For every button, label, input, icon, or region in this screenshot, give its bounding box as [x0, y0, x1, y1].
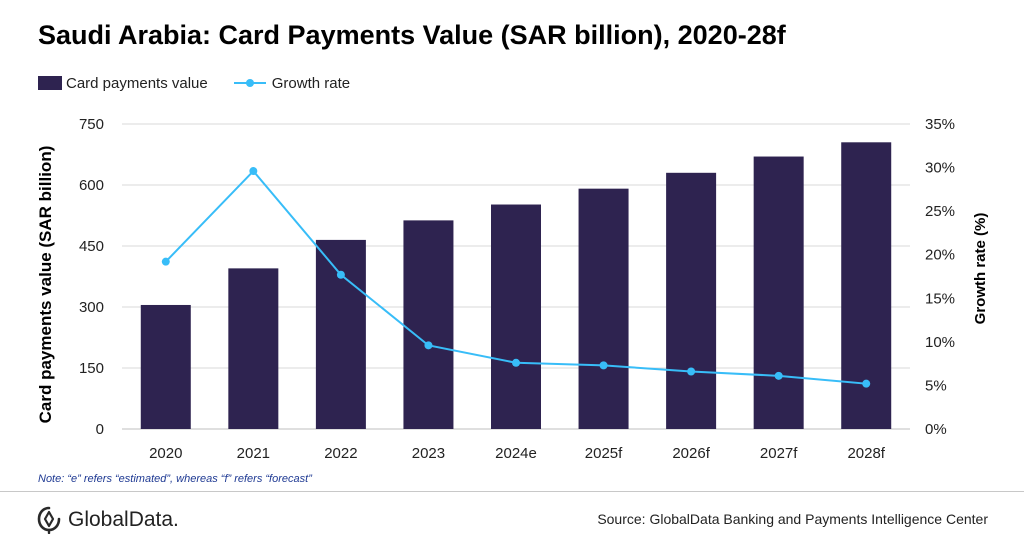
bar	[666, 172, 717, 430]
legend-item-line: Growth rate	[233, 74, 351, 92]
growth-rate-point	[512, 358, 520, 367]
legend-label-bars: Card payments value	[66, 74, 208, 92]
x-tick-label: 2021	[237, 445, 270, 462]
x-tick-label: 2024e	[495, 445, 537, 462]
y2-tick-label: 5%	[925, 377, 947, 394]
growth-rate-point	[687, 367, 696, 376]
y-tick-label: 600	[79, 177, 104, 194]
bar	[140, 304, 191, 429]
logo-text: GlobalData.	[68, 508, 179, 531]
chart-legend: Card payments value Growth rate	[38, 73, 376, 93]
growth-rate-point	[774, 371, 783, 380]
bar	[578, 188, 629, 429]
footnote: Note: “e” refers “estimated”, whereas “f…	[38, 473, 312, 485]
y-tick-label: 150	[79, 360, 104, 377]
bar	[753, 156, 804, 430]
x-tick-label: 2026f	[672, 445, 710, 462]
growth-rate-point	[599, 361, 608, 370]
x-tick-label: 2025f	[585, 445, 623, 462]
y-tick-label: 0	[96, 421, 104, 438]
growth-rate-point	[249, 167, 258, 176]
bar	[491, 204, 541, 429]
legend-item-bars: Card payments value	[38, 75, 208, 92]
growth-rate-point	[336, 270, 345, 279]
growth-rate-point	[161, 257, 170, 266]
y2-tick-label: 15%	[925, 290, 955, 307]
growth-rate-point	[862, 379, 871, 388]
x-tick-label: 2027f	[760, 445, 798, 462]
x-tick-label: 2022	[324, 445, 357, 462]
x-tick-label: 2020	[149, 445, 182, 462]
x-tick-label: 2023	[412, 445, 445, 462]
x-tick-label: 2028f	[847, 445, 885, 462]
y-axis-title: Card payments value (SAR billion)	[36, 146, 55, 424]
chart-title: Saudi Arabia: Card Payments Value (SAR b…	[38, 20, 786, 50]
y2-tick-label: 30%	[925, 160, 955, 177]
bar	[315, 239, 366, 429]
legend-label-line: Growth rate	[271, 74, 351, 92]
bar	[403, 220, 454, 429]
y2-tick-label: 35%	[925, 116, 955, 133]
y-tick-label: 450	[79, 238, 104, 255]
y2-tick-label: 10%	[925, 334, 955, 351]
y2-tick-label: 20%	[925, 247, 955, 264]
y-tick-label: 750	[79, 116, 104, 133]
y2-tick-label: 0%	[925, 421, 947, 438]
bar	[228, 268, 279, 429]
globaldata-logo-icon	[37, 506, 61, 534]
legend-swatch-bars	[38, 76, 62, 90]
y2-tick-label: 25%	[925, 203, 955, 220]
y2-axis-title: Growth rate (%)	[972, 213, 989, 325]
legend-swatch-line	[233, 76, 266, 90]
source-text: Source: GlobalData Banking and Payments …	[597, 511, 988, 527]
globaldata-logo: GlobalData.	[36, 506, 179, 534]
footer-divider	[0, 491, 1024, 492]
growth-rate-point	[424, 341, 433, 350]
y-tick-label: 300	[79, 299, 104, 316]
